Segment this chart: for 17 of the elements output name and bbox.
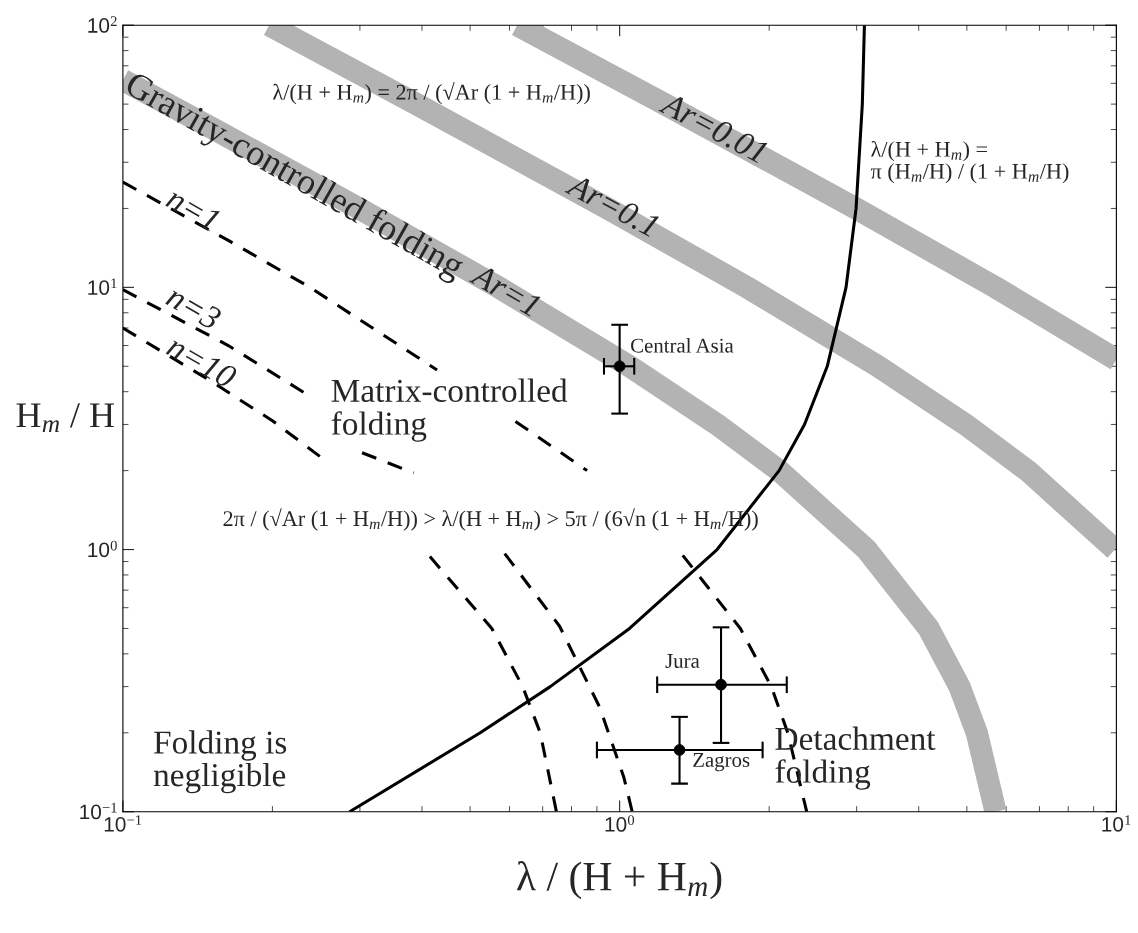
- x-tick-label: 10$^{1}$: [1102, 815, 1131, 832]
- annotation: Detachment folding: [775, 726, 936, 790]
- x-tick-label: 10$^{0}$: [605, 815, 635, 832]
- series-label: Zagros: [693, 753, 750, 772]
- y-axis-title: H$_{m}$ / H: [16, 403, 115, 433]
- y-tick-label: 10$^{0}$: [88, 540, 117, 558]
- y-tick-label: 10$^{1}$: [88, 278, 117, 295]
- x-axis-title: λ / (H + H$_{m}$): [516, 860, 722, 900]
- text: n=3: [165, 284, 223, 331]
- y-tick-label: 10$^{2}$: [88, 16, 117, 33]
- series-label: Central Asia: [631, 337, 734, 353]
- annotation: Folding is negligible: [153, 730, 287, 794]
- text: n=10: [165, 334, 239, 390]
- text: λ/(H + H$_{m}$) = π (H$_{m}$/H) / (1 + H$_{m}$/H): [870, 140, 1069, 184]
- series-label: Jura: [665, 654, 700, 668]
- annotation: Matrix-controlled folding: [331, 378, 568, 442]
- text: Ar=1: [468, 262, 542, 317]
